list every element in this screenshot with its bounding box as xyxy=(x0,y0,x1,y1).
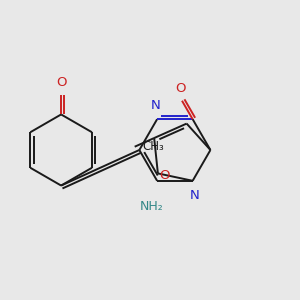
Text: N: N xyxy=(190,189,199,202)
Text: O: O xyxy=(56,76,66,89)
Text: CH₃: CH₃ xyxy=(142,140,164,153)
Text: N: N xyxy=(151,99,160,112)
Text: O: O xyxy=(175,82,185,95)
Text: NH₂: NH₂ xyxy=(140,200,164,213)
Text: O: O xyxy=(159,169,169,182)
